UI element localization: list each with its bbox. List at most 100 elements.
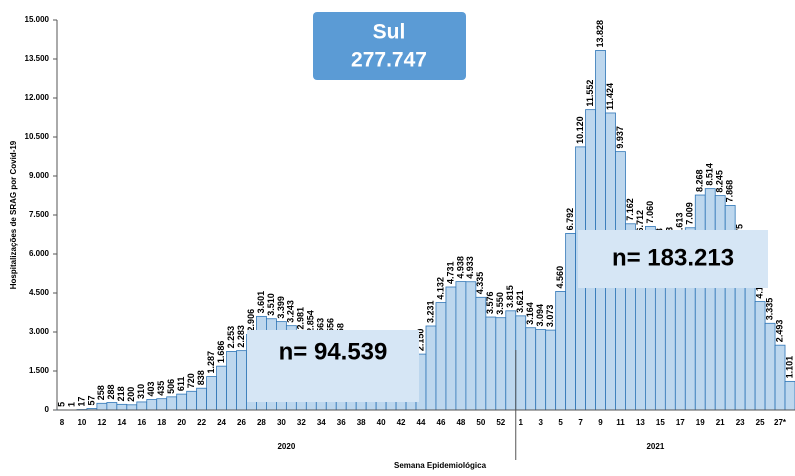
annotation-box bbox=[578, 230, 768, 288]
bar bbox=[96, 402, 108, 411]
title-box bbox=[313, 12, 466, 80]
value-label: 8.514 bbox=[705, 163, 715, 186]
y-tick-label: 10.500 bbox=[25, 132, 50, 141]
bar bbox=[196, 387, 207, 411]
bar bbox=[525, 327, 537, 411]
x-tick-label: 44 bbox=[417, 418, 426, 427]
bar bbox=[545, 329, 557, 411]
x-tick-label: 22 bbox=[197, 418, 206, 427]
bar bbox=[495, 317, 507, 411]
x-tick-label: 50 bbox=[476, 418, 485, 427]
value-label: 3.550 bbox=[495, 292, 505, 315]
x-tick-label: 32 bbox=[297, 418, 306, 427]
bar bbox=[166, 396, 178, 411]
value-label: 2.283 bbox=[236, 325, 246, 348]
value-label: 17 bbox=[76, 397, 86, 407]
bar bbox=[176, 393, 188, 411]
value-label: 9.937 bbox=[615, 126, 625, 149]
x-tick-label: 8 bbox=[60, 418, 65, 427]
x-tick-label: 36 bbox=[337, 418, 346, 427]
value-label: 4.933 bbox=[465, 256, 475, 279]
annotation: n= 183.213 bbox=[612, 244, 734, 271]
y-axis-label: Hospitalizações de SRAG por Covid-19 bbox=[9, 140, 18, 289]
value-label: 7.009 bbox=[685, 202, 695, 225]
x-tick-label: 34 bbox=[317, 418, 326, 427]
x-tick-label: 48 bbox=[456, 418, 465, 427]
year-label: 2021 bbox=[646, 442, 664, 451]
x-tick-label: 3 bbox=[538, 418, 543, 427]
x-tick-label: 14 bbox=[117, 418, 126, 427]
bar bbox=[565, 233, 576, 411]
x-tick-label: 13 bbox=[636, 418, 645, 427]
bar bbox=[116, 403, 128, 411]
x-tick-label: 23 bbox=[736, 418, 745, 427]
x-tick-label: 11 bbox=[616, 418, 625, 427]
bar bbox=[156, 398, 168, 411]
value-label: 13.828 bbox=[595, 20, 605, 48]
value-label: 720 bbox=[186, 373, 196, 388]
value-label: 8.245 bbox=[715, 170, 725, 193]
value-label: 218 bbox=[116, 386, 126, 401]
x-tick-label: 21 bbox=[716, 418, 725, 427]
bar bbox=[186, 390, 198, 411]
value-label: 3.164 bbox=[525, 302, 535, 325]
value-label: 3.510 bbox=[266, 293, 276, 316]
bar bbox=[146, 399, 158, 411]
value-label: 288 bbox=[106, 384, 116, 399]
value-label: 611 bbox=[176, 377, 186, 392]
x-tick-label: 10 bbox=[77, 418, 86, 427]
value-label: 4.731 bbox=[445, 261, 455, 284]
x-tick-label: 20 bbox=[177, 418, 186, 427]
x-tick-label: 40 bbox=[377, 418, 386, 427]
value-label: 10.120 bbox=[575, 116, 585, 144]
bar bbox=[784, 380, 795, 411]
value-label: 1.101 bbox=[784, 356, 794, 379]
value-label: 506 bbox=[166, 379, 176, 394]
value-label: 3.621 bbox=[515, 290, 525, 313]
value-label: 6.613 bbox=[675, 213, 685, 236]
x-tick-label: 52 bbox=[496, 418, 505, 427]
chart-subtitle: 277.747 bbox=[351, 49, 427, 72]
bar bbox=[425, 325, 437, 411]
y-tick-label: 4.500 bbox=[29, 288, 50, 297]
value-label: 7.162 bbox=[625, 198, 635, 221]
x-tick-label: 42 bbox=[397, 418, 406, 427]
value-label: 6.712 bbox=[635, 210, 645, 233]
value-label: 258 bbox=[96, 385, 106, 400]
bar bbox=[704, 188, 716, 411]
x-tick-label: 46 bbox=[437, 418, 446, 427]
annotation-box bbox=[247, 330, 419, 402]
x-tick-label: 28 bbox=[257, 418, 266, 427]
value-label: 1.686 bbox=[216, 341, 226, 364]
value-label: 3.815 bbox=[505, 285, 515, 308]
value-label: 1.287 bbox=[206, 351, 216, 374]
value-label: 2.906 bbox=[246, 309, 256, 332]
bar bbox=[505, 310, 517, 411]
value-label: 2.556 bbox=[326, 318, 336, 341]
value-label: 310 bbox=[136, 384, 146, 399]
bar bbox=[694, 194, 706, 411]
year-label: 2020 bbox=[277, 442, 295, 451]
x-tick-label: 16 bbox=[137, 418, 146, 427]
x-tick-label: 15 bbox=[656, 418, 665, 427]
value-label: 3.231 bbox=[425, 300, 435, 323]
value-label: 3.243 bbox=[286, 300, 296, 323]
x-tick-label: 38 bbox=[357, 418, 366, 427]
value-label: 11.552 bbox=[585, 80, 595, 107]
value-label: 6.792 bbox=[565, 208, 575, 231]
y-tick-label: 12.000 bbox=[25, 93, 50, 102]
bar bbox=[106, 402, 118, 411]
bar bbox=[236, 350, 247, 411]
bar bbox=[206, 376, 217, 411]
y-tick-label: 7.500 bbox=[29, 210, 50, 219]
chart-title: Sul bbox=[373, 21, 406, 44]
value-label: 4.560 bbox=[555, 266, 565, 289]
y-tick-label: 13.500 bbox=[25, 54, 50, 63]
bar bbox=[126, 404, 138, 411]
x-tick-label: 17 bbox=[676, 418, 685, 427]
annotation: n= 94.539 bbox=[279, 338, 388, 365]
value-label: 4.335 bbox=[475, 272, 485, 295]
x-tick-label: 1 bbox=[519, 418, 524, 427]
x-tick-label: 26 bbox=[237, 418, 246, 427]
